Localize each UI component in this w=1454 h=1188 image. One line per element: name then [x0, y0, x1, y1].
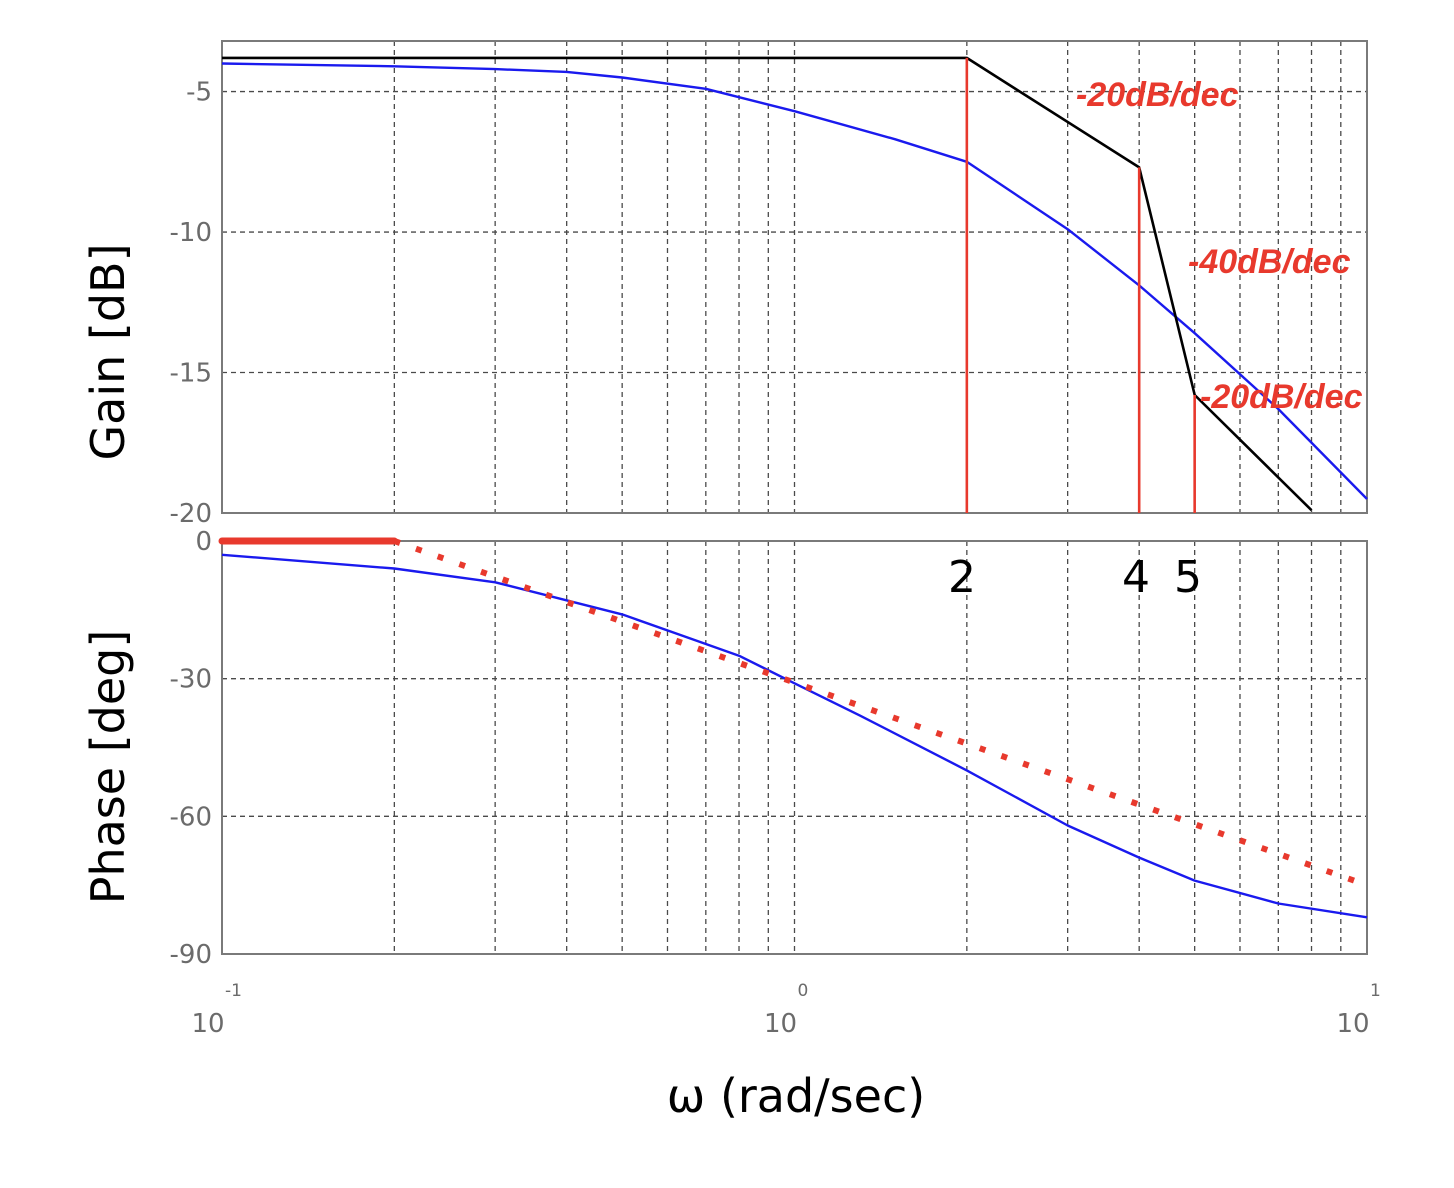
phase-ytick-label: 0 — [195, 527, 212, 557]
xtick-label-exponent: 1 — [1370, 981, 1381, 1001]
xtick-label-exponent: -1 — [225, 981, 242, 1001]
slope-label-20b: -20dB/dec — [1200, 378, 1363, 416]
xtick-label-base: 10 — [191, 1009, 224, 1039]
gain-ytick-label: -20 — [170, 499, 212, 529]
phase-axis-title: Phase [deg] — [81, 630, 135, 905]
xtick-label-base: 10 — [764, 1009, 797, 1039]
gain-axis-title: Gain [dB] — [81, 243, 135, 460]
corner-label-2: 2 — [948, 552, 976, 603]
gain-panel: -5 -10 -15 -20 — [170, 40, 1368, 529]
slope-label-40: -40dB/dec — [1188, 243, 1351, 281]
gain-ytick-label: -15 — [170, 359, 212, 389]
gain-ytick-label: -5 — [186, 78, 212, 108]
phase-plot-frame — [221, 540, 1368, 955]
gain-ytick-label: -10 — [170, 218, 212, 248]
slope-label-20a: -20dB/dec — [1076, 76, 1239, 114]
xtick-label-exponent: 0 — [798, 981, 809, 1001]
phase-grid — [222, 541, 1367, 954]
phase-ytick-label: -30 — [170, 665, 212, 695]
corner-label-5: 5 — [1174, 552, 1202, 603]
xtick-label-base: 10 — [1336, 1009, 1369, 1039]
gain-plot-frame — [221, 40, 1368, 514]
corner-label-4: 4 — [1122, 552, 1150, 603]
gain-exact-line — [221, 62, 1368, 500]
x-axis-title: ω (rad/sec) — [667, 1069, 925, 1123]
phase-exact-line — [221, 553, 1368, 919]
phase-ytick-label: -90 — [170, 940, 212, 970]
gain-asymptote-line — [222, 56, 1313, 512]
phase-ytick-label: -60 — [170, 802, 212, 832]
